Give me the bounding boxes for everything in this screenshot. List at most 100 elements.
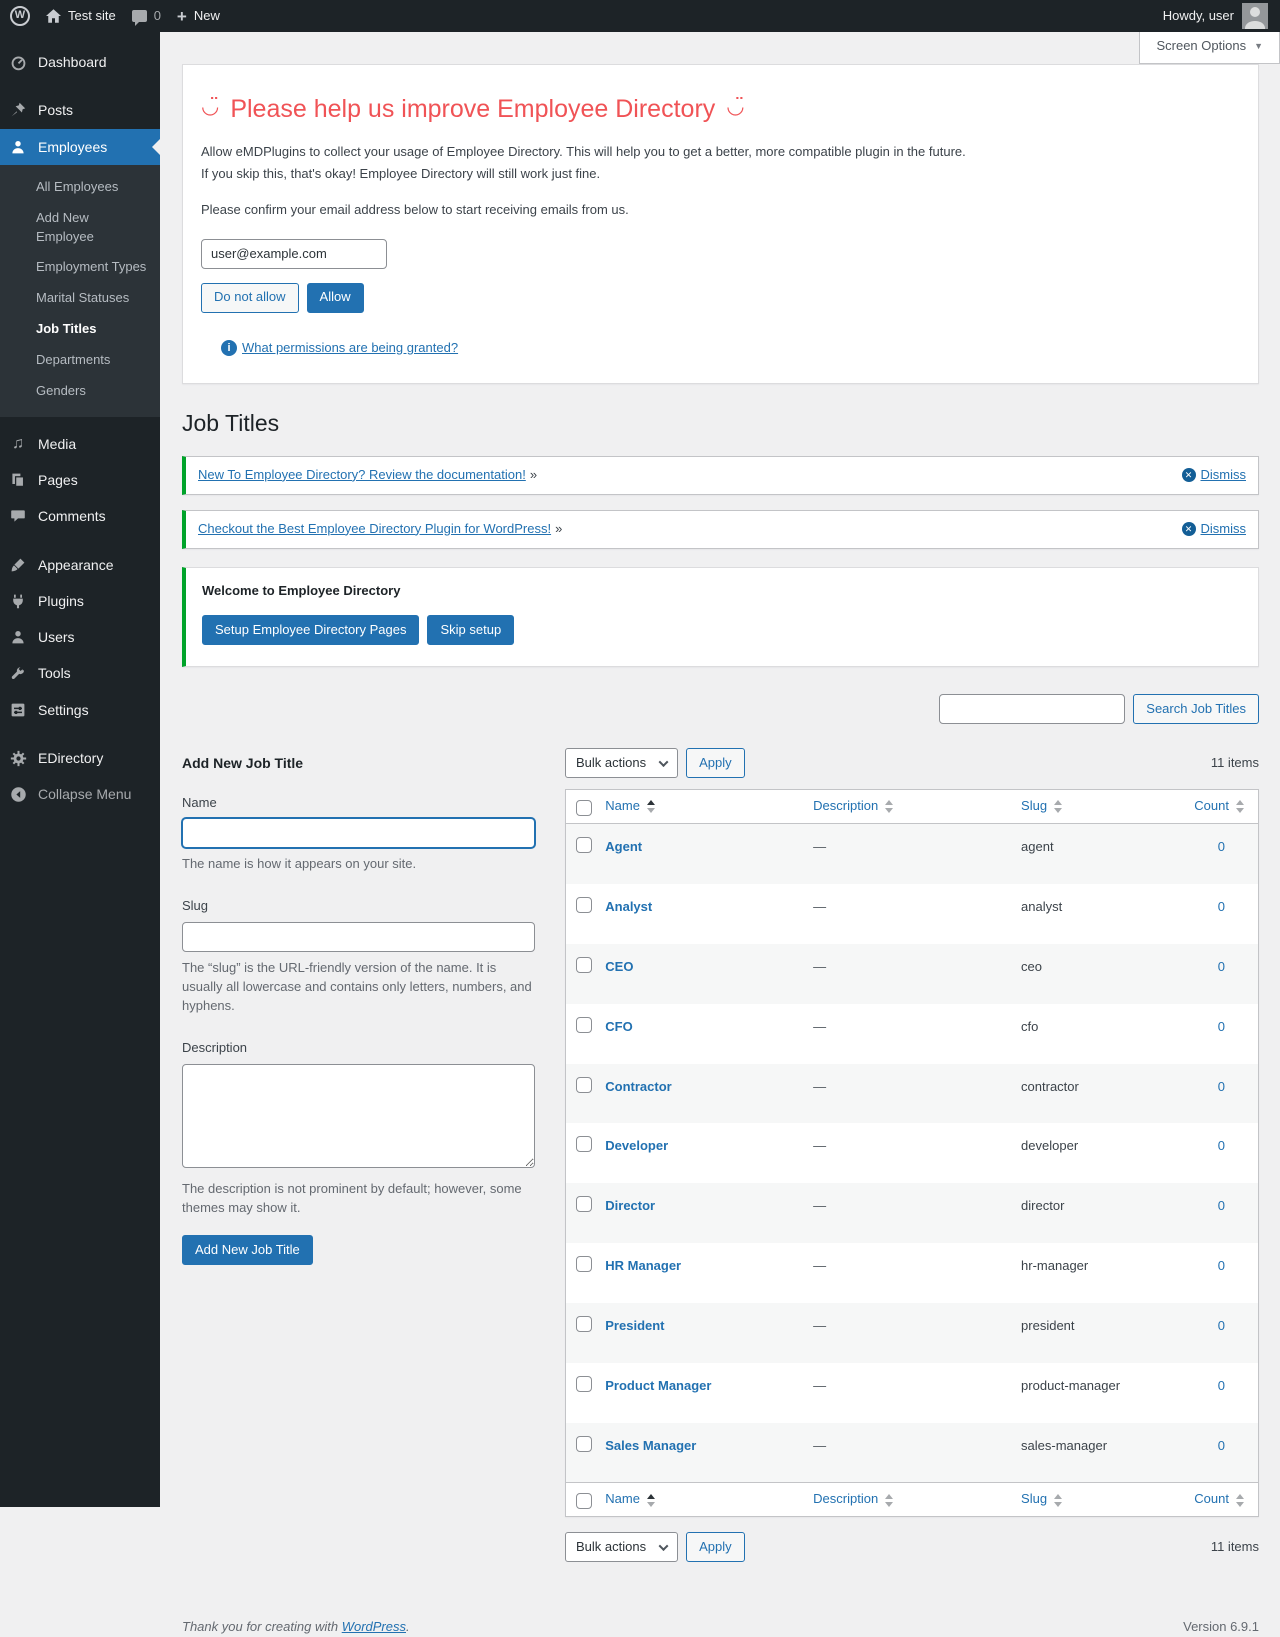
sidebar-item-edirectory[interactable]: EDirectory: [0, 740, 160, 776]
sidebar-item-dashboard[interactable]: Dashboard: [0, 44, 160, 80]
wordpress-menu[interactable]: W: [10, 6, 30, 26]
job-title-link[interactable]: Product Manager: [605, 1377, 712, 1393]
sidebar-item-users[interactable]: Users: [0, 619, 160, 655]
sidebar-label-pages: Pages: [38, 471, 78, 488]
row-checkbox[interactable]: [576, 897, 592, 914]
sidebar-item-marital-statuses[interactable]: Marital Statuses: [36, 290, 130, 306]
setup-pages-button[interactable]: Setup Employee Directory Pages: [202, 615, 420, 646]
screen-options-button[interactable]: Screen Options ▼: [1139, 32, 1280, 64]
job-title-link[interactable]: Director: [605, 1198, 656, 1214]
job-title-link[interactable]: Analyst: [605, 899, 653, 915]
description-field[interactable]: [182, 1063, 535, 1168]
sidebar-item-departments[interactable]: Departments: [36, 351, 111, 367]
new-content-menu[interactable]: + New: [177, 7, 220, 26]
bulk-actions-select[interactable]: Bulk actions: [565, 1532, 679, 1563]
row-checkbox[interactable]: [576, 837, 592, 854]
sort-by-name[interactable]: Name: [605, 798, 640, 814]
sort-by-count[interactable]: Count: [1194, 798, 1229, 814]
sidebar-item-posts[interactable]: Posts: [0, 92, 160, 128]
job-title-count-link[interactable]: 0: [1217, 958, 1225, 974]
optin-line1: Allow eMDPlugins to collect your usage o…: [201, 144, 966, 160]
job-title-count-link[interactable]: 0: [1217, 1437, 1225, 1453]
current-menu-arrow: [144, 138, 160, 155]
row-checkbox[interactable]: [576, 1196, 592, 1213]
job-title-count-link[interactable]: 0: [1217, 839, 1225, 855]
do-not-allow-button[interactable]: Do not allow: [201, 282, 299, 313]
permissions-link[interactable]: What permissions are being granted?: [242, 339, 459, 355]
name-field[interactable]: [182, 818, 535, 849]
select-all-checkbox[interactable]: [576, 1493, 592, 1510]
sidebar-item-genders[interactable]: Genders: [36, 382, 86, 398]
howdy-user[interactable]: Howdy, user: [1162, 7, 1234, 23]
job-title-count-link[interactable]: 0: [1217, 1317, 1225, 1333]
sort-by-name[interactable]: Name: [605, 1491, 640, 1507]
sort-by-slug[interactable]: Slug: [1021, 798, 1048, 814]
row-checkbox[interactable]: [576, 1016, 592, 1033]
job-title-count-link[interactable]: 0: [1217, 1198, 1225, 1214]
job-title-description: —: [813, 1138, 827, 1154]
sidebar-item-add-new-employee[interactable]: Add New Employee: [36, 209, 94, 244]
sidebar-item-job-titles[interactable]: Job Titles: [36, 321, 97, 337]
sidebar-item-tools[interactable]: Tools: [0, 655, 160, 691]
sidebar-item-settings[interactable]: Settings: [0, 692, 160, 728]
form-heading: Add New Job Title: [182, 755, 304, 772]
allow-button[interactable]: Allow: [306, 282, 364, 313]
skip-setup-button[interactable]: Skip setup: [427, 615, 515, 646]
sidebar-item-plugins[interactable]: Plugins: [0, 583, 160, 619]
sidebar-item-media[interactable]: ♫ Media: [0, 426, 160, 462]
table-row: Sales Manager — sales-manager 0: [565, 1422, 1259, 1483]
row-checkbox[interactable]: [576, 956, 592, 973]
site-link[interactable]: Test site: [46, 7, 116, 26]
email-field[interactable]: [201, 238, 387, 269]
job-title-link[interactable]: CFO: [605, 1018, 633, 1034]
sort-arrows-icon: [1054, 1493, 1063, 1507]
apply-button[interactable]: Apply: [686, 1532, 745, 1563]
row-checkbox[interactable]: [576, 1375, 592, 1392]
apply-button[interactable]: Apply: [686, 748, 745, 779]
settings-icon: [8, 700, 28, 720]
add-new-job-title-button[interactable]: Add New Job Title: [182, 1235, 313, 1266]
row-checkbox[interactable]: [576, 1315, 592, 1332]
wordpress-link[interactable]: WordPress: [341, 1619, 406, 1635]
select-all-checkbox[interactable]: [576, 800, 592, 817]
sidebar-item-pages[interactable]: Pages: [0, 462, 160, 498]
job-title-link[interactable]: Sales Manager: [605, 1437, 697, 1453]
slug-field[interactable]: [182, 922, 535, 953]
job-title-link[interactable]: CEO: [605, 958, 634, 974]
job-title-count-link[interactable]: 0: [1217, 1138, 1225, 1154]
sidebar-item-employees[interactable]: Employees: [0, 128, 160, 165]
job-title-count-link[interactable]: 0: [1217, 1018, 1225, 1034]
documentation-link[interactable]: New To Employee Directory? Review the do…: [198, 466, 526, 482]
sort-by-slug[interactable]: Slug: [1021, 1491, 1048, 1507]
row-checkbox[interactable]: [576, 1256, 592, 1273]
welcome-title: Welcome to Employee Directory: [202, 582, 401, 598]
job-title-count-link[interactable]: 0: [1217, 1377, 1225, 1393]
search-input[interactable]: [939, 694, 1126, 725]
user-avatar[interactable]: [1242, 3, 1268, 29]
search-job-titles-button[interactable]: Search Job Titles: [1133, 694, 1259, 725]
sort-by-description[interactable]: Description: [813, 1491, 879, 1507]
job-title-link[interactable]: HR Manager: [605, 1258, 682, 1274]
row-checkbox[interactable]: [576, 1435, 592, 1452]
job-title-link[interactable]: President: [605, 1317, 665, 1333]
job-title-link[interactable]: Contractor: [605, 1078, 672, 1094]
dismiss-button[interactable]: Dismiss: [1181, 520, 1246, 539]
job-title-count-link[interactable]: 0: [1217, 1078, 1225, 1094]
sort-by-count[interactable]: Count: [1194, 1491, 1229, 1507]
sidebar-item-employment-types[interactable]: Employment Types: [36, 259, 147, 275]
sidebar-item-all-employees[interactable]: All Employees: [36, 178, 119, 194]
collapse-menu-button[interactable]: Collapse Menu: [0, 776, 160, 812]
job-title-count-link[interactable]: 0: [1217, 899, 1225, 915]
sort-by-description[interactable]: Description: [813, 798, 879, 814]
job-title-link[interactable]: Developer: [605, 1138, 669, 1154]
best-plugin-link[interactable]: Checkout the Best Employee Directory Plu…: [198, 520, 552, 536]
bulk-actions-select[interactable]: Bulk actions: [565, 748, 679, 779]
sidebar-item-appearance[interactable]: Appearance: [0, 547, 160, 583]
dismiss-button[interactable]: Dismiss: [1181, 466, 1246, 485]
row-checkbox[interactable]: [576, 1136, 592, 1153]
sidebar-item-comments[interactable]: Comments: [0, 498, 160, 534]
row-checkbox[interactable]: [576, 1076, 592, 1093]
comments-shortcut[interactable]: 0: [131, 7, 161, 26]
job-title-count-link[interactable]: 0: [1217, 1258, 1225, 1274]
job-title-link[interactable]: Agent: [605, 839, 643, 855]
